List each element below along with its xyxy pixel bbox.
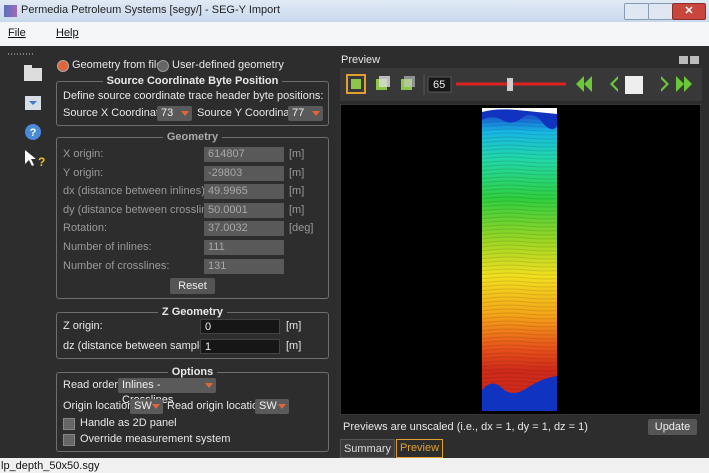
field-label: X origin: xyxy=(63,148,104,160)
checkbox-label[interactable]: Handle as 2D panel xyxy=(80,417,177,429)
tab[interactable]: Summary xyxy=(340,439,395,458)
previous-button[interactable] xyxy=(610,76,618,92)
checkbox[interactable] xyxy=(63,418,75,430)
group-box: Z Geometry xyxy=(56,306,329,359)
menu-item[interactable]: Help xyxy=(56,27,79,39)
field-label: Z origin: xyxy=(63,320,103,332)
field-value[interactable]: -29803 xyxy=(204,165,284,181)
import-icon[interactable] xyxy=(25,96,41,110)
maximize-button[interactable] xyxy=(648,3,673,20)
update-button[interactable]: Update xyxy=(648,419,697,435)
preview-toolbar xyxy=(340,68,702,101)
slider-handle[interactable] xyxy=(507,78,513,91)
close-panel-button[interactable] xyxy=(690,56,699,64)
first-button[interactable] xyxy=(576,76,592,92)
field-label: Source X Coordinate: xyxy=(63,107,169,119)
reset-button[interactable]: Reset xyxy=(170,278,215,294)
float-button[interactable] xyxy=(679,56,688,64)
field-label: Origin location: xyxy=(63,400,137,412)
group-title: Z Geometry xyxy=(157,306,228,318)
field-unit: [m] xyxy=(286,320,302,332)
field-value[interactable]: 111 xyxy=(204,240,284,255)
field-label: dx (distance between inlines): xyxy=(63,185,208,198)
field-value[interactable]: 49.9965 xyxy=(204,184,284,200)
radio-label[interactable]: Geometry from file xyxy=(72,59,163,71)
tab-active[interactable]: Preview xyxy=(396,439,443,458)
minimize-button[interactable] xyxy=(624,3,649,20)
field-unit: [m] xyxy=(289,148,305,160)
field-label: dz (distance between samples): xyxy=(63,340,218,352)
menu-item[interactable]: File xyxy=(8,27,26,39)
field-unit: [m] xyxy=(286,340,302,352)
field-unit: [deg] xyxy=(289,222,314,235)
view-crossline-button[interactable] xyxy=(376,76,390,90)
seismic-preview xyxy=(340,104,701,415)
field-label: Number of inlines: xyxy=(63,241,152,253)
group-title: Geometry xyxy=(162,131,223,143)
field-label: Read order: xyxy=(63,379,122,391)
radio-selected[interactable] xyxy=(57,60,69,72)
combo-box[interactable]: SW xyxy=(130,399,163,414)
title-bar xyxy=(0,0,709,22)
combo-box[interactable]: Inlines - Crosslines xyxy=(118,378,216,406)
field-value[interactable]: 37.0032 xyxy=(204,221,284,237)
field-value[interactable]: 131 xyxy=(204,258,284,274)
group-title: Options xyxy=(167,366,218,378)
group-box: Source Coordinate Byte Position xyxy=(56,75,329,126)
last-button[interactable] xyxy=(676,76,692,92)
slice-input[interactable] xyxy=(427,76,452,93)
open-icon[interactable] xyxy=(24,65,42,81)
slice-value[interactable]: 65 xyxy=(433,79,446,91)
field-label: Y origin: xyxy=(63,166,104,179)
radio-label[interactable]: User-defined geometry xyxy=(172,59,284,71)
panel-title: Preview xyxy=(341,54,381,66)
field-label: Source Y Coordinate: xyxy=(197,107,302,119)
combo-box[interactable]: 77 xyxy=(288,106,323,121)
app-icon xyxy=(4,5,17,17)
group-title: Source Coordinate Byte Position xyxy=(102,75,283,87)
field-unit: [m] xyxy=(289,166,305,179)
svg-text:?: ? xyxy=(38,155,45,169)
field-value[interactable]: 1 xyxy=(200,339,280,354)
field-value[interactable]: 50.0001 xyxy=(204,202,284,218)
svg-text:?: ? xyxy=(30,127,37,139)
view-inline-button[interactable] xyxy=(346,74,366,94)
view-depth-button[interactable] xyxy=(401,76,415,90)
combo-box[interactable]: 73 xyxy=(157,106,192,121)
preview-note: Previews are unscaled (i.e., dx = 1, dy … xyxy=(343,421,588,433)
field-value[interactable]: 0 xyxy=(200,319,280,334)
field-unit: [m] xyxy=(289,185,305,198)
field-value[interactable]: 614807 xyxy=(204,147,284,162)
checkbox-label[interactable]: Override measurement system xyxy=(80,433,231,445)
help-icon[interactable]: ? xyxy=(25,124,41,140)
status-bar xyxy=(0,458,709,473)
field-label: dy (distance between crosslines): xyxy=(63,203,226,216)
checkbox[interactable] xyxy=(63,434,75,446)
combo-box[interactable]: SW xyxy=(255,399,289,414)
seismic-texture xyxy=(482,114,557,394)
side-toolbar: ? ? xyxy=(8,53,45,169)
stop-button[interactable] xyxy=(625,76,643,94)
seismic-top xyxy=(482,108,557,114)
field-label: Rotation: xyxy=(63,222,108,235)
radio[interactable] xyxy=(157,60,169,72)
field-unit: [m] xyxy=(289,203,305,216)
close-button[interactable]: ✕ xyxy=(672,3,706,20)
field-label: Read origin location: xyxy=(167,400,268,412)
field-label: Number of crosslines: xyxy=(63,259,170,272)
description: Define source coordinate trace header by… xyxy=(63,90,324,102)
group-box: Geometry xyxy=(56,131,329,299)
next-button[interactable] xyxy=(661,76,669,92)
menu-bar xyxy=(0,22,709,46)
window-title: Permedia Petroleum Systems [segy/] - SEG… xyxy=(21,4,280,16)
group-box: Options xyxy=(56,366,329,452)
whats-this-icon[interactable]: ? xyxy=(25,150,45,169)
status-text: lp_depth_50x50.sgy xyxy=(1,460,100,472)
